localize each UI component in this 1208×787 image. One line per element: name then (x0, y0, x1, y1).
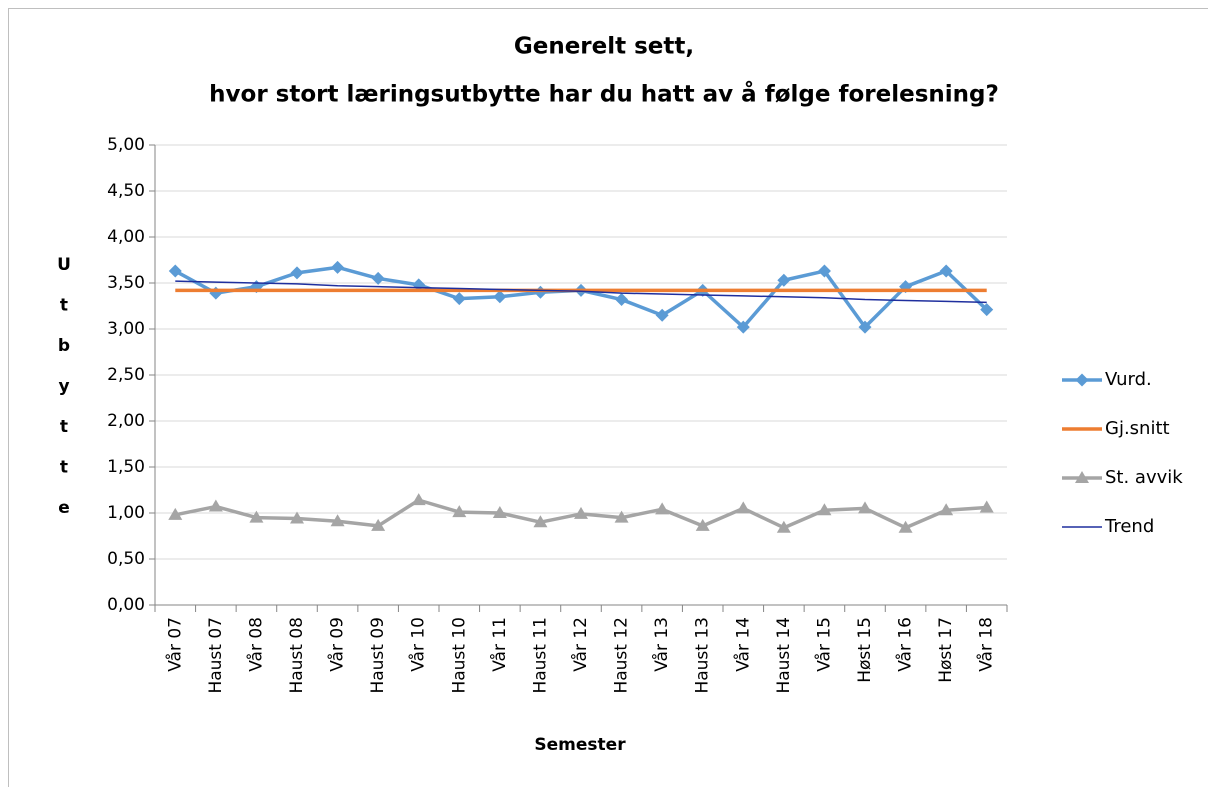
marker (533, 515, 548, 528)
marker (695, 518, 710, 531)
marker (979, 500, 994, 513)
marker (817, 503, 832, 516)
chart-border (8, 8, 1208, 787)
legend-label: St. avvik (1105, 467, 1183, 488)
marker (371, 271, 385, 285)
marker (290, 511, 304, 524)
y-tick-label: 0,50 (107, 549, 145, 569)
marker (858, 501, 872, 514)
marker (493, 290, 507, 304)
x-tick-label: Haust 08 (287, 617, 307, 694)
x-tick-label: Vår 11 (489, 617, 510, 672)
x-tick-label: Haust 12 (612, 617, 632, 694)
marker (939, 503, 954, 516)
marker (249, 510, 264, 523)
marker (777, 273, 791, 287)
marker (776, 520, 791, 533)
legend-marker (1075, 471, 1089, 483)
y-tick-label: 1,00 (107, 503, 145, 523)
marker (452, 292, 466, 306)
marker (898, 520, 913, 533)
marker (655, 502, 670, 515)
x-tick-label: Vår 13 (651, 617, 672, 672)
x-tick-label: Høst 17 (936, 617, 956, 683)
chart-title-line: hvor stort læringsutbytte har du hatt av… (209, 81, 999, 108)
y-tick-label: 5,00 (107, 135, 145, 155)
legend-label: Trend (1104, 516, 1154, 537)
y-tick-label: 3,00 (107, 319, 145, 339)
marker (817, 264, 831, 278)
marker (615, 293, 629, 307)
marker (614, 510, 629, 523)
marker (980, 303, 994, 317)
x-tick-label: Vår 15 (813, 617, 834, 672)
y-tick-label: 2,00 (107, 411, 145, 431)
y-tick-label: 2,50 (107, 365, 145, 385)
marker (939, 264, 953, 278)
x-tick-label: Haust 10 (449, 617, 469, 694)
marker (736, 320, 750, 334)
x-tick-label: Haust 07 (206, 617, 226, 694)
x-tick-label: Høst 15 (855, 617, 875, 683)
x-tick-label: Vår 07 (164, 617, 185, 672)
legend-label: Gj.snitt (1105, 418, 1170, 439)
marker (655, 308, 669, 322)
y-tick-label: 3,50 (107, 273, 145, 293)
x-tick-label: Vår 10 (408, 617, 429, 672)
x-tick-label: Haust 11 (530, 617, 550, 694)
x-tick-label: Vår 14 (732, 617, 753, 672)
marker (168, 507, 183, 520)
marker (492, 506, 507, 518)
y-tick-label: 4,50 (107, 181, 145, 201)
legend-marker (1075, 373, 1089, 387)
x-tick-label: Vår 08 (245, 617, 266, 672)
legend-label: Vurd. (1105, 369, 1152, 390)
x-tick-label: Vår 12 (570, 617, 591, 672)
marker (208, 499, 223, 512)
marker (452, 505, 467, 518)
marker (574, 506, 588, 519)
marker (411, 493, 426, 506)
marker (736, 501, 751, 514)
x-tick-label: Vår 09 (327, 617, 348, 672)
x-tick-label: Vår 18 (976, 617, 997, 672)
x-axis-title: Semester (534, 735, 626, 755)
x-tick-label: Vår 16 (895, 617, 916, 672)
x-tick-label: Haust 14 (774, 617, 794, 694)
x-tick-label: Haust 09 (368, 617, 388, 694)
marker (371, 518, 386, 531)
series-line (175, 280, 987, 304)
chart-title-line: Generelt sett, (514, 34, 694, 60)
marker (168, 264, 182, 278)
y-tick-label: 4,00 (107, 227, 145, 247)
y-tick-label: 1,50 (107, 457, 145, 477)
y-tick-label: 0,00 (107, 595, 145, 615)
marker (331, 260, 345, 274)
marker (290, 266, 304, 280)
marker (858, 320, 872, 334)
marker (330, 514, 345, 527)
x-tick-label: Haust 13 (693, 617, 713, 694)
